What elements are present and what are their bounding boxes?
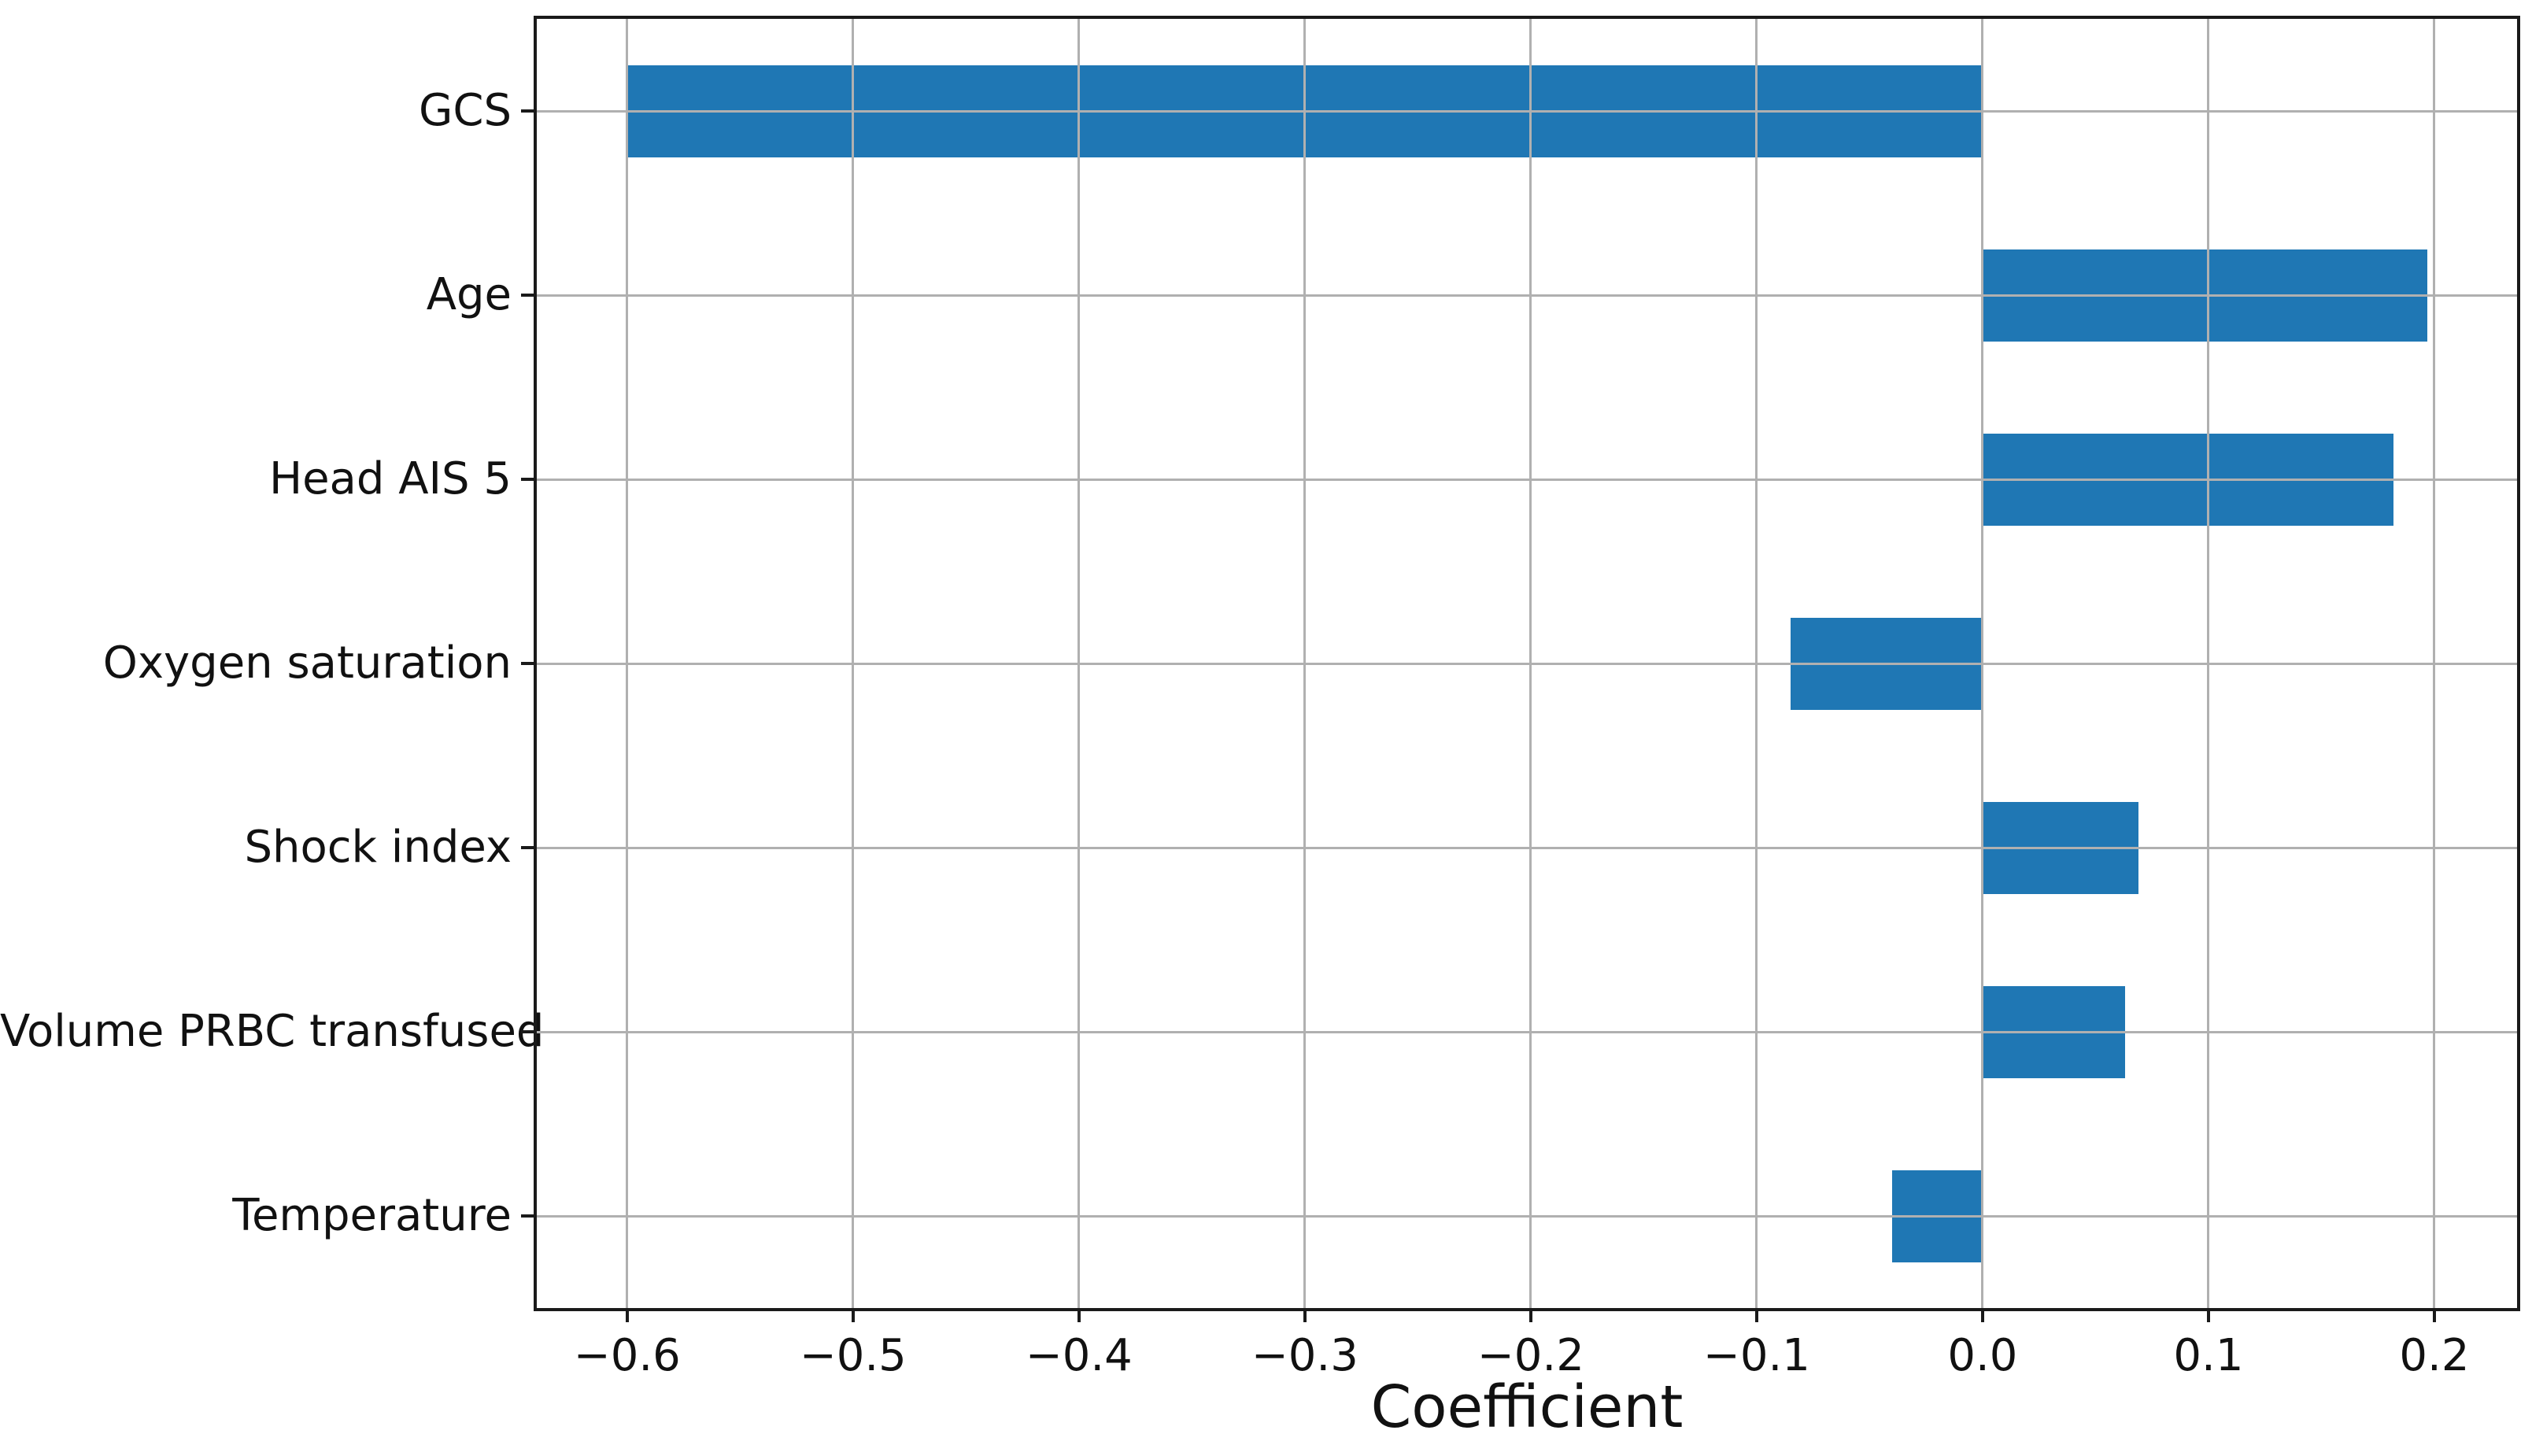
category-label-volume-prbc-transfused: Volume PRBC transfused <box>0 1006 545 1057</box>
xtick-mark-−0.3 <box>1303 1308 1307 1322</box>
xtick-mark-−0.5 <box>851 1308 855 1322</box>
xtick-mark-−0.2 <box>1528 1308 1532 1322</box>
category-label-gcs: GCS <box>418 85 512 136</box>
xtick-label-−0.6: −0.6 <box>573 1330 681 1381</box>
category-label-age: Age <box>426 269 512 320</box>
vgridline-−0.6 <box>626 19 629 1308</box>
xtick-label-−0.1: −0.1 <box>1702 1330 1810 1381</box>
xtick-label-−0.3: −0.3 <box>1251 1330 1358 1381</box>
xtick-mark-0.2 <box>2432 1308 2436 1322</box>
ytick-mark-age <box>521 294 537 297</box>
hgridline-oxygen-saturation <box>537 662 2517 665</box>
vgridline-−0.4 <box>1077 19 1081 1308</box>
category-label-temperature: Temperature <box>232 1190 512 1241</box>
x-axis-label: Coefficient <box>1370 1373 1684 1441</box>
ytick-mark-shock-index <box>521 846 537 849</box>
ytick-mark-volume-prbc-transfused <box>521 1030 537 1033</box>
xtick-mark-0.1 <box>2206 1308 2210 1322</box>
hgridline-volume-prbc-transfused <box>537 1030 2517 1033</box>
xtick-mark-−0.4 <box>1077 1308 1081 1322</box>
xtick-mark-0.0 <box>1980 1308 1984 1322</box>
vgridline-−0.5 <box>852 19 855 1308</box>
hgridline-age <box>537 294 2517 297</box>
xtick-mark-−0.1 <box>1754 1308 1758 1322</box>
category-label-head-ais-5: Head AIS 5 <box>268 453 512 504</box>
ytick-mark-oxygen-saturation <box>521 662 537 665</box>
hgridline-temperature <box>537 1214 2517 1218</box>
xtick-label-0.1: 0.1 <box>2173 1330 2244 1381</box>
vgridline-−0.3 <box>1303 19 1307 1308</box>
plot-area <box>537 19 2517 1308</box>
xtick-label-−0.5: −0.5 <box>799 1330 907 1381</box>
vgridline-0.2 <box>2433 19 2436 1308</box>
xtick-mark-−0.6 <box>625 1308 629 1322</box>
xtick-label-0.0: 0.0 <box>1947 1330 2018 1381</box>
ytick-mark-temperature <box>521 1214 537 1218</box>
xtick-label-−0.4: −0.4 <box>1025 1330 1133 1381</box>
hgridline-gcs <box>537 109 2517 113</box>
vgridline-0.1 <box>2207 19 2210 1308</box>
vgridline-−0.2 <box>1529 19 1532 1308</box>
hgridline-shock-index <box>537 846 2517 849</box>
hgridline-head-ais-5 <box>537 478 2517 481</box>
vgridline-0.0 <box>1981 19 1984 1308</box>
category-label-shock-index: Shock index <box>244 822 512 873</box>
ytick-mark-head-ais-5 <box>521 478 537 481</box>
vgridline-−0.1 <box>1755 19 1758 1308</box>
xtick-label-−0.2: −0.2 <box>1477 1330 1584 1381</box>
category-label-oxygen-saturation: Oxygen saturation <box>102 637 512 689</box>
xtick-label-0.2: 0.2 <box>2399 1330 2470 1381</box>
ytick-mark-gcs <box>521 109 537 113</box>
